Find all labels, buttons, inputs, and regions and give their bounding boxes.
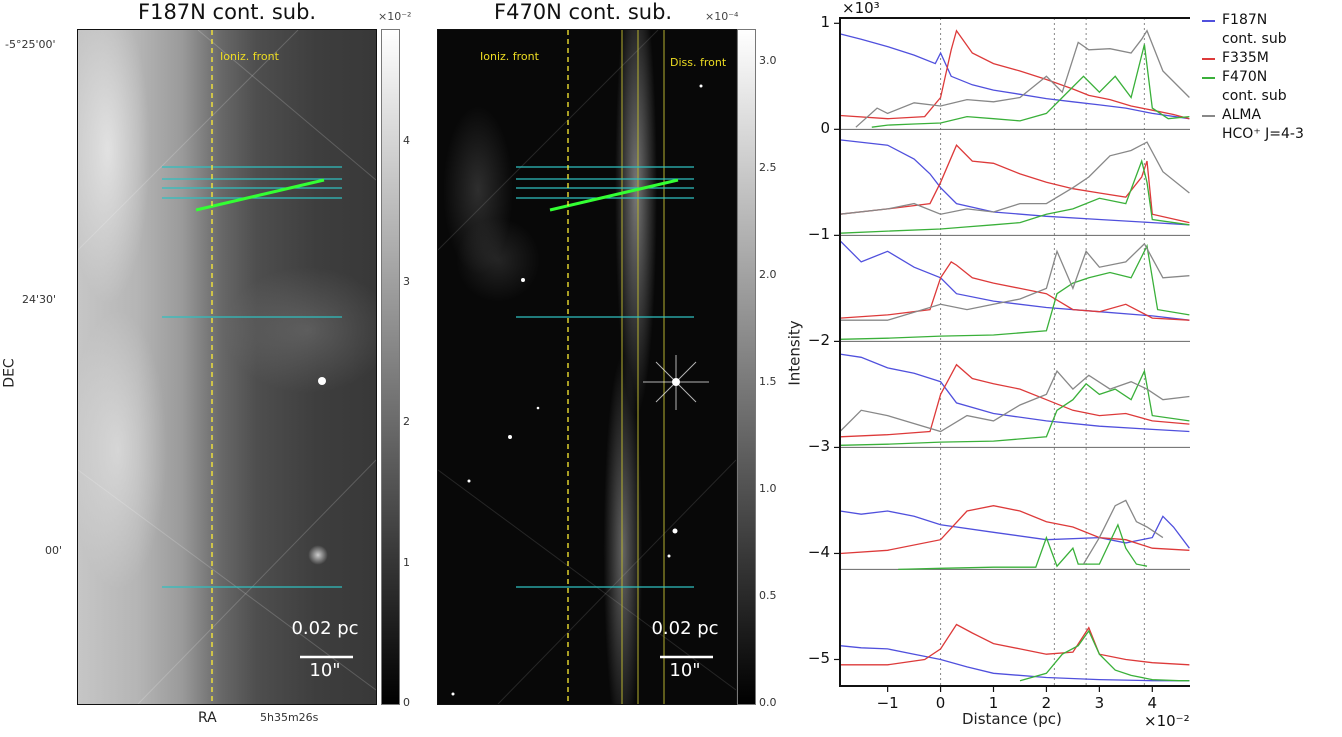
- legend-swatch: [1202, 77, 1215, 79]
- colorbar-tick: 1.5: [759, 375, 777, 389]
- y-tick-label: 1: [820, 13, 830, 32]
- legend-sublabel: cont. sub: [1222, 31, 1287, 47]
- legend-sublabel: HCO⁺ J=4-3: [1222, 126, 1304, 142]
- middle-colorbar: [737, 29, 756, 705]
- middle-ionization-front-label: Ioniz. front: [480, 50, 539, 63]
- x-axis-label: Distance (pc): [962, 710, 1062, 728]
- legend-entry: F470N cont. sub: [1202, 68, 1337, 106]
- series-alma-profile-2: [839, 141, 1190, 215]
- profile-plot: [834, 17, 1190, 692]
- series-f470n-profile-3: [839, 243, 1190, 340]
- middle-scalebar-pc: 0.02 pc: [651, 618, 719, 639]
- left-colorbar-multiplier: ×10⁻²: [378, 10, 412, 23]
- x-axis-multiplier: ×10⁻²: [1144, 712, 1190, 730]
- series-alma-profile-4: [839, 369, 1190, 433]
- series-f187n-profile-4: [839, 353, 1190, 433]
- colorbar-tick: 2.0: [759, 268, 777, 282]
- middle-image: Ioniz. front Diss. front 0.02 pc 10": [437, 29, 737, 705]
- colorbar-tick: 2.5: [759, 161, 777, 175]
- left-colorbar: [381, 29, 400, 705]
- left-image: Ioniz. front 0.02 pc 10": [77, 29, 377, 705]
- x-tick-label: 1: [988, 694, 999, 712]
- colorbar-tick: 0: [403, 696, 410, 709]
- colorbar-tick: 2: [403, 415, 410, 429]
- y-tick-label: −1: [807, 225, 830, 244]
- legend: F187N cont. sub F335M F470N cont. sub ALMA HCO…: [1202, 11, 1337, 144]
- y-tick-label: −3: [807, 437, 830, 456]
- left-panel-title: F187N cont. sub.: [138, 0, 317, 24]
- legend-entry: F335M: [1202, 49, 1337, 68]
- legend-swatch: [1202, 20, 1215, 22]
- series-f335m-profile-4: [839, 363, 1190, 438]
- series-f335m-profile-2: [839, 144, 1190, 224]
- series-f335m-profile-3: [839, 261, 1190, 321]
- series-f335m-profile-1: [839, 29, 1190, 120]
- middle-dissociation-front-label: Diss. front: [670, 56, 727, 69]
- x-tick-label: 0: [935, 694, 946, 712]
- dec-axis-label: DEC: [1, 358, 18, 388]
- legend-swatch: [1202, 115, 1215, 117]
- series-f470n-profile-4: [839, 368, 1190, 446]
- legend-sublabel: cont. sub: [1222, 88, 1287, 104]
- series-f335m-profile-5: [839, 505, 1190, 555]
- left-scalebar-pc: 0.02 pc: [291, 618, 359, 639]
- series-f470n-profile-2: [839, 158, 1190, 234]
- legend-entry: F187N cont. sub: [1202, 11, 1337, 49]
- colorbar-tick: 0.5: [759, 589, 777, 603]
- colorbar-tick: 3: [403, 274, 410, 288]
- y-tick-label: −5: [807, 649, 830, 668]
- left-scalebar-arcsec: 10": [309, 660, 341, 681]
- dec-tick-mid: 24'30': [22, 293, 57, 306]
- plot-frame: [839, 17, 1190, 687]
- legend-swatch: [1202, 58, 1215, 60]
- series-f470n-profile-6: [1019, 629, 1190, 682]
- x-tick-label: −1: [876, 694, 899, 712]
- series-f335m-profile-6: [840, 623, 1190, 666]
- series-alma-profile-1: [855, 29, 1190, 128]
- y-axis-label: Intensity: [785, 320, 804, 386]
- legend-entry: ALMA HCO⁺ J=4-3: [1202, 106, 1337, 144]
- series-f187n-profile-1: [839, 33, 1190, 120]
- x-tick-label: 3: [1094, 694, 1105, 712]
- middle-scalebar-arcsec: 10": [669, 660, 701, 681]
- series-f187n-profile-2: [839, 139, 1190, 226]
- series-f470n-profile-1: [871, 44, 1190, 128]
- x-tick-label: 2: [1041, 694, 1052, 712]
- colorbar-tick: 1.0: [759, 482, 777, 496]
- series-alma-profile-3: [840, 242, 1190, 321]
- series-alma-profile-5: [1082, 499, 1164, 565]
- dec-tick-top: -5°25'00': [5, 38, 56, 51]
- middle-panel-title: F470N cont. sub.: [494, 0, 673, 24]
- middle-colorbar-multiplier: ×10⁻⁴: [705, 10, 739, 23]
- legend-label: F187N: [1222, 12, 1268, 28]
- y-tick-label: 0: [820, 119, 830, 138]
- legend-label: F470N: [1222, 69, 1268, 85]
- y-tick-label: −2: [807, 331, 830, 350]
- colorbar-tick: 3.0: [759, 54, 777, 68]
- series-f470n-profile-5: [898, 523, 1148, 571]
- ra-tick: 5h35m26s: [260, 711, 319, 724]
- ra-axis-label: RA: [198, 710, 217, 726]
- left-ionization-front-label: Ioniz. front: [220, 50, 279, 63]
- y-tick-label: −4: [807, 543, 830, 562]
- series-f187n-profile-3: [839, 240, 1190, 321]
- colorbar-tick: 1: [403, 555, 410, 569]
- series-f187n-profile-5: [839, 510, 1190, 549]
- dec-tick-bot: 00': [45, 544, 63, 557]
- y-axis-multiplier: ×10³: [842, 0, 880, 17]
- colorbar-tick: 0.0: [759, 696, 777, 709]
- series-f187n-profile-6: [839, 645, 1190, 682]
- legend-label: ALMA: [1222, 107, 1262, 123]
- legend-label: F335M: [1222, 50, 1269, 66]
- colorbar-tick: 4: [403, 134, 410, 148]
- x-tick-label: 4: [1147, 694, 1158, 712]
